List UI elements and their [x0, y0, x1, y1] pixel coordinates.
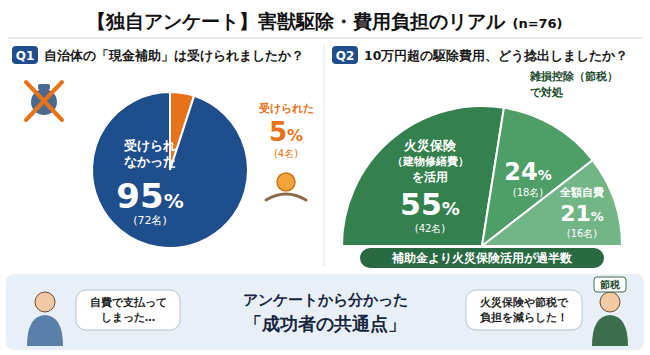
- slice: [482, 160, 622, 246]
- count-label: (18名): [513, 187, 544, 198]
- hand-icon: [266, 194, 306, 200]
- count-label: (72名): [133, 214, 167, 227]
- cross-icon: [26, 82, 62, 120]
- category-label: 受けられた: [258, 102, 314, 115]
- divider: [8, 38, 642, 39]
- value-unit: %: [287, 126, 303, 145]
- value-unit: %: [538, 167, 552, 183]
- headline: アンケートから分かった: [243, 291, 408, 309]
- title: 【独自アンケート】害獣駆除・費用負担のリアル: [87, 10, 506, 32]
- category-line: を活用: [412, 170, 448, 184]
- value-label: 95%: [116, 176, 183, 216]
- semicircle: [342, 106, 622, 246]
- annotation: 補助金より火災保険活用が過半数: [391, 251, 573, 265]
- bubble-text: 自費で支払って: [90, 296, 167, 308]
- category-line: （建物修繕費）: [392, 155, 469, 168]
- value-unit: %: [442, 198, 460, 219]
- value-digits: 95: [116, 176, 163, 216]
- q-title: 10万円超の駆除費用、どう捻出しましたか？: [364, 48, 628, 63]
- infographic: 【独自アンケート】害獣駆除・費用負担のリアル (n=76) Q1 自治体の「現金補助」…: [0, 0, 650, 355]
- category-line: 火災保険: [403, 138, 457, 153]
- speech-bubble: [76, 290, 180, 330]
- q-title: 自治体の「現金補助」は受けられましたか？: [44, 48, 304, 63]
- value-label: 55%: [400, 187, 460, 222]
- bubble-text: しまった…: [101, 311, 156, 323]
- bag-icon: [38, 84, 50, 90]
- divider: [324, 44, 325, 266]
- value-digits: 21: [560, 201, 591, 226]
- annotation-bar: [360, 248, 604, 268]
- value-digits: 24: [504, 158, 537, 186]
- q-badge: [332, 46, 358, 64]
- person-icon: [27, 315, 63, 346]
- bubble-text: 負担を減らした！: [480, 311, 568, 323]
- cross-icon: [26, 82, 62, 120]
- count-label: (16名): [567, 228, 598, 239]
- value-unit: %: [164, 189, 184, 213]
- q-number: Q1: [16, 49, 35, 63]
- category-label: 受けられなかった: [123, 138, 176, 169]
- value-label: 24%: [504, 158, 551, 186]
- category-line: で対処: [530, 86, 563, 99]
- category-label: 雑損控除（節税） で対処: [529, 70, 618, 99]
- slice: [92, 92, 248, 248]
- value-digits: 5: [269, 117, 287, 147]
- footer-panel: [6, 274, 644, 350]
- person-icon: [600, 292, 620, 312]
- value-digits: 55: [400, 187, 442, 222]
- value-unit: %: [591, 209, 604, 224]
- category-line: 受けられ: [123, 138, 176, 153]
- category-line: 雑損控除（節税）: [529, 70, 618, 83]
- tag-text: 節税: [599, 279, 621, 290]
- speech-bubble: [466, 290, 582, 330]
- person-icon: [592, 315, 628, 346]
- tag: [594, 277, 626, 292]
- background: [0, 0, 650, 355]
- value-label: 21%: [560, 201, 604, 226]
- bubble-text: 火災保険や節税で: [480, 296, 569, 309]
- value-label: 5%: [269, 117, 303, 147]
- person-icon: [35, 292, 55, 312]
- category-label: 全額自費: [559, 186, 604, 199]
- count-label: (4名): [274, 148, 298, 159]
- slice: [342, 106, 504, 246]
- coin-icon: [277, 173, 295, 191]
- category-label: 火災保険 （建物修繕費） を活用: [392, 138, 469, 184]
- q-badge: [12, 46, 38, 64]
- category-line: なかった: [124, 154, 176, 169]
- pie: [92, 92, 248, 248]
- sample-size: (n=76): [512, 16, 562, 31]
- count-label: (42名): [415, 223, 446, 234]
- category-line: 全額自費: [559, 186, 604, 199]
- headline: 「成功者の共通点」: [244, 313, 406, 334]
- q-number: Q2: [336, 49, 355, 63]
